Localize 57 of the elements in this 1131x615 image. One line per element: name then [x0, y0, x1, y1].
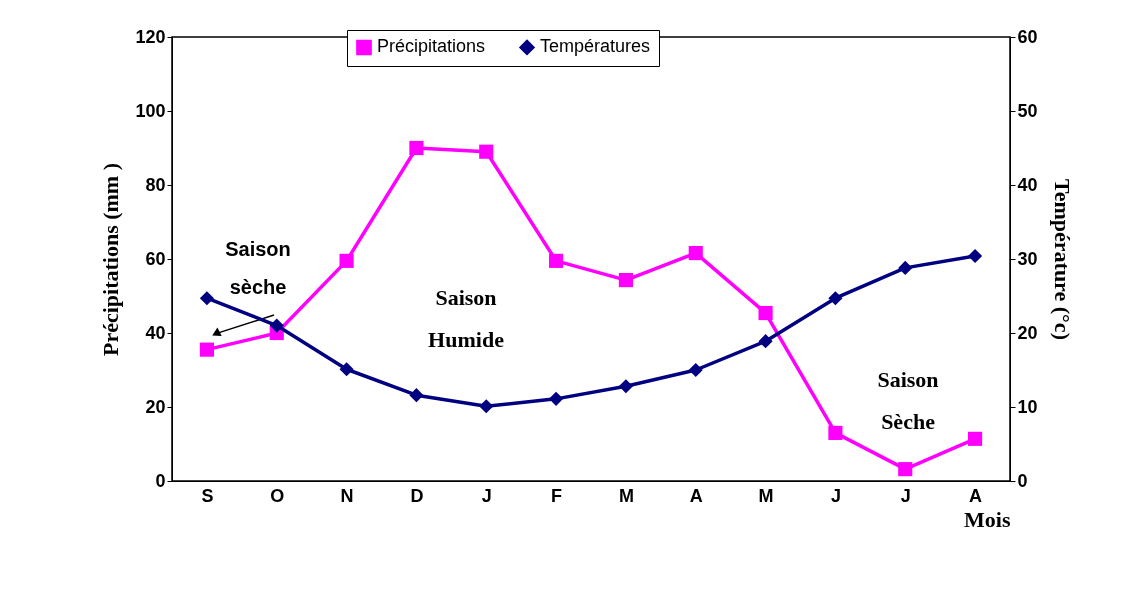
annotation: Saison Sèche	[877, 367, 939, 434]
point	[269, 318, 284, 333]
point	[688, 362, 703, 378]
point	[828, 425, 843, 440]
y2-axis-title: Température (°c)	[1049, 179, 1075, 340]
point	[479, 399, 494, 414]
y-axis-title: Précipitations (mm )	[98, 162, 124, 357]
point	[199, 342, 214, 357]
point	[758, 305, 773, 321]
legend-label: Températures	[540, 36, 651, 57]
x-tick-label: M	[758, 485, 774, 506]
point	[409, 140, 424, 156]
point	[199, 291, 214, 306]
y2-tick-label: 0	[1017, 470, 1028, 491]
x-axis-title: Mois	[964, 506, 1011, 532]
y2-tick-label: 30	[1017, 248, 1038, 269]
y-tick-label: 100	[135, 100, 166, 121]
point	[618, 379, 633, 394]
x-tick-label: N	[340, 485, 354, 506]
y2-tick-label: 10	[1017, 396, 1038, 417]
x-tick-label: J	[830, 485, 841, 506]
x-tick-label: A	[969, 485, 983, 506]
x-tick-label: O	[270, 485, 285, 506]
y2-tick-label: 60	[1017, 26, 1038, 47]
point	[618, 273, 633, 288]
x-tick-label: S	[201, 485, 214, 506]
x-tick-label: F	[551, 485, 563, 506]
point	[339, 253, 354, 268]
y-tick-label: 120	[135, 26, 166, 47]
x-tick-label: A	[689, 485, 703, 506]
point	[339, 362, 354, 377]
x-tick-label: J	[900, 485, 911, 506]
annotation: Saison sèche	[225, 238, 291, 298]
point	[549, 253, 564, 268]
point	[828, 291, 843, 306]
x-tick-label: D	[410, 485, 424, 506]
point	[549, 391, 564, 406]
legend-label: Précipitations	[377, 36, 486, 57]
y2-tick-label: 20	[1017, 322, 1038, 343]
x-tick-label: J	[481, 485, 492, 506]
y2-tick-label: 50	[1017, 100, 1038, 121]
annotation: Saison Humide	[428, 285, 505, 352]
point	[409, 388, 424, 403]
y-tick-label: 80	[145, 174, 166, 195]
point	[898, 260, 913, 275]
point	[898, 462, 913, 477]
point	[758, 334, 773, 349]
point	[479, 144, 494, 159]
point	[688, 246, 703, 261]
y-tick-label: 0	[155, 470, 166, 491]
y-tick-label: 60	[145, 248, 166, 269]
point	[968, 431, 983, 446]
y-tick-label: 20	[145, 396, 166, 417]
y2-tick-label: 40	[1017, 174, 1038, 195]
point	[968, 248, 983, 264]
x-tick-label: M	[618, 485, 634, 506]
y-tick-label: 40	[145, 322, 166, 343]
